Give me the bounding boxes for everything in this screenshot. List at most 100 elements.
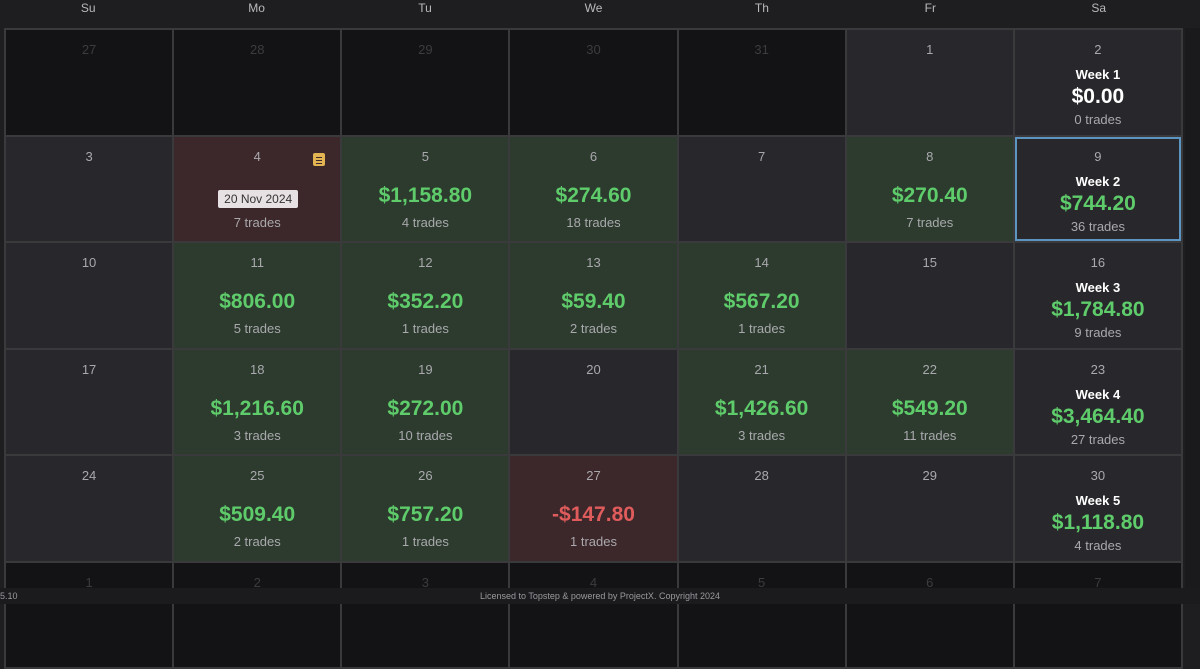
day-cell[interactable]: 3: [6, 136, 173, 241]
trade-count: 10 trades: [398, 427, 453, 443]
weekday-label: Fr: [924, 1, 936, 15]
trade-count: 0 trades: [1074, 112, 1122, 127]
day-cell[interactable]: 5: [678, 562, 845, 667]
day-number: 7: [1094, 574, 1102, 590]
day-cell[interactable]: 20: [510, 349, 677, 454]
day-cell[interactable]: 25 $509.40 2 trades: [174, 456, 341, 561]
day-cell[interactable]: 21 $1,426.60 3 trades: [678, 349, 845, 454]
day-number: 25: [249, 468, 265, 483]
pnl-value: $3,464.40: [1051, 404, 1145, 428]
day-number: 17: [81, 361, 97, 377]
license-text: Licensed to Topstep & powered by Project…: [480, 591, 720, 601]
day-number: 6: [926, 574, 934, 590]
trade-count: 4 trades: [401, 214, 449, 230]
scrollbar-track[interactable]: [1185, 28, 1200, 588]
pnl-value: $1,426.60: [714, 396, 809, 420]
day-number: 12: [418, 255, 433, 270]
pnl-value: $274.60: [555, 183, 632, 207]
day-cell[interactable]: 30: [510, 30, 677, 135]
pnl-value: $1,158.80: [378, 183, 473, 207]
day-number: 7: [758, 148, 766, 164]
day-cell[interactable]: 11 $806.00 5 trades: [174, 243, 341, 348]
day-number: 14: [754, 255, 769, 270]
day-cell[interactable]: 4: [510, 562, 677, 667]
trade-count: 18 trades: [566, 214, 621, 230]
day-cell[interactable]: 8 $270.40 7 trades: [846, 136, 1013, 241]
day-number: 29: [922, 468, 937, 483]
day-cell[interactable]: 19 $272.00 10 trades: [342, 349, 509, 454]
day-number: 23: [1090, 361, 1106, 377]
day-cell[interactable]: 2: [174, 562, 341, 667]
day-number: 1: [926, 42, 934, 57]
day-number: 30: [1090, 468, 1106, 483]
day-cell[interactable]: 7: [1014, 562, 1181, 667]
day-cell[interactable]: 14 $567.20 1 trades: [678, 243, 845, 348]
pnl-value: $59.40: [561, 290, 626, 313]
day-cell[interactable]: 29: [342, 30, 509, 135]
day-number: 6: [589, 148, 598, 164]
day-cell[interactable]: 7: [678, 136, 845, 241]
week-summary-cell[interactable]: 23 Week 4 $3,464.40 27 trades: [1014, 349, 1181, 454]
day-cell[interactable]: 1: [6, 562, 173, 667]
day-cell[interactable]: 27 -$147.80 1 trades: [510, 456, 677, 561]
day-cell[interactable]: 17: [6, 349, 173, 454]
week-summary-cell[interactable]: 2 Week 1 $0.00 0 trades: [1014, 30, 1181, 135]
trade-count: 1 trades: [401, 321, 449, 336]
day-number: 29: [418, 42, 433, 57]
day-number: 30: [586, 42, 601, 57]
day-cell[interactable]: 28: [174, 30, 341, 135]
trade-count: 11 trades: [903, 427, 957, 443]
pnl-value: $567.20: [723, 290, 800, 313]
day-cell[interactable]: 31: [678, 30, 845, 135]
note-icon[interactable]: [313, 152, 326, 166]
day-number: 5: [758, 574, 766, 590]
day-cell[interactable]: 10: [6, 243, 173, 348]
day-cell[interactable]: 28: [678, 456, 845, 561]
pnl-value: $509.40: [219, 503, 296, 526]
date-tooltip: 20 Nov 2024: [218, 189, 299, 208]
trade-count: 2 trades: [233, 534, 281, 549]
day-number: 20: [586, 361, 601, 377]
day-number: 1: [85, 574, 93, 590]
day-number: 10: [81, 255, 97, 270]
day-cell[interactable]: 6: [846, 562, 1013, 667]
day-number: 3: [421, 574, 429, 590]
trade-count: 1 trades: [738, 321, 786, 336]
trade-count: 9 trades: [1074, 325, 1122, 340]
day-cell[interactable]: 27: [6, 30, 173, 135]
day-cell[interactable]: 26 $757.20 1 trades: [342, 456, 509, 561]
weekday-label: Su: [80, 1, 96, 15]
pnl-value: $1,118.80: [1051, 511, 1145, 534]
week-label: Week 5: [1075, 493, 1121, 508]
day-cell[interactable]: 1: [846, 30, 1013, 135]
week-summary-cell[interactable]: 9 Week 2 $744.20 36 trades: [1014, 136, 1181, 241]
day-cell[interactable]: 12 $352.20 1 trades: [342, 243, 509, 348]
footer: 5.10 Licensed to Topstep & powered by Pr…: [0, 588, 1200, 604]
day-cell[interactable]: 18 $1,216.60 3 trades: [174, 349, 341, 454]
day-number: 5: [421, 148, 429, 164]
pnl-value: $0.00: [1071, 85, 1125, 108]
day-number: 8: [926, 148, 934, 164]
weekday-header: Su Mo Tu We Th Fr Sa: [4, 0, 1183, 28]
day-number: 2: [1094, 42, 1102, 57]
day-number: 11: [250, 255, 264, 270]
weekday-label: We: [584, 1, 603, 15]
day-cell[interactable]: 13 $59.40 2 trades: [510, 243, 677, 348]
week-summary-cell[interactable]: 16 Week 3 $1,784.80 9 trades: [1014, 243, 1181, 348]
day-cell[interactable]: 5 $1,158.80 4 trades: [342, 136, 509, 241]
pnl-value: $1,784.80: [1051, 298, 1145, 321]
day-cell[interactable]: 3: [342, 562, 509, 667]
pnl-value: $1,216.60: [210, 396, 304, 420]
trade-count: 4 trades: [1074, 538, 1122, 553]
day-number: 26: [418, 468, 433, 483]
day-cell[interactable]: 4 7 trades 20 Nov 2024: [174, 136, 341, 241]
day-cell[interactable]: 24: [6, 456, 173, 561]
pnl-value: -$147.80: [552, 503, 635, 526]
weekday-label: Th: [754, 1, 769, 15]
week-summary-cell[interactable]: 30 Week 5 $1,118.80 4 trades: [1014, 456, 1181, 561]
day-cell[interactable]: 6 $274.60 18 trades: [510, 136, 677, 241]
day-cell[interactable]: 15: [846, 243, 1013, 348]
calendar-grid: 27 28 29 30 31 1 2 Week 1 $0.00 0 trades 3 4 7 trade…: [4, 28, 1183, 669]
day-cell[interactable]: 22 $549.20 11 trades: [846, 349, 1013, 454]
day-cell[interactable]: 29: [846, 456, 1013, 561]
